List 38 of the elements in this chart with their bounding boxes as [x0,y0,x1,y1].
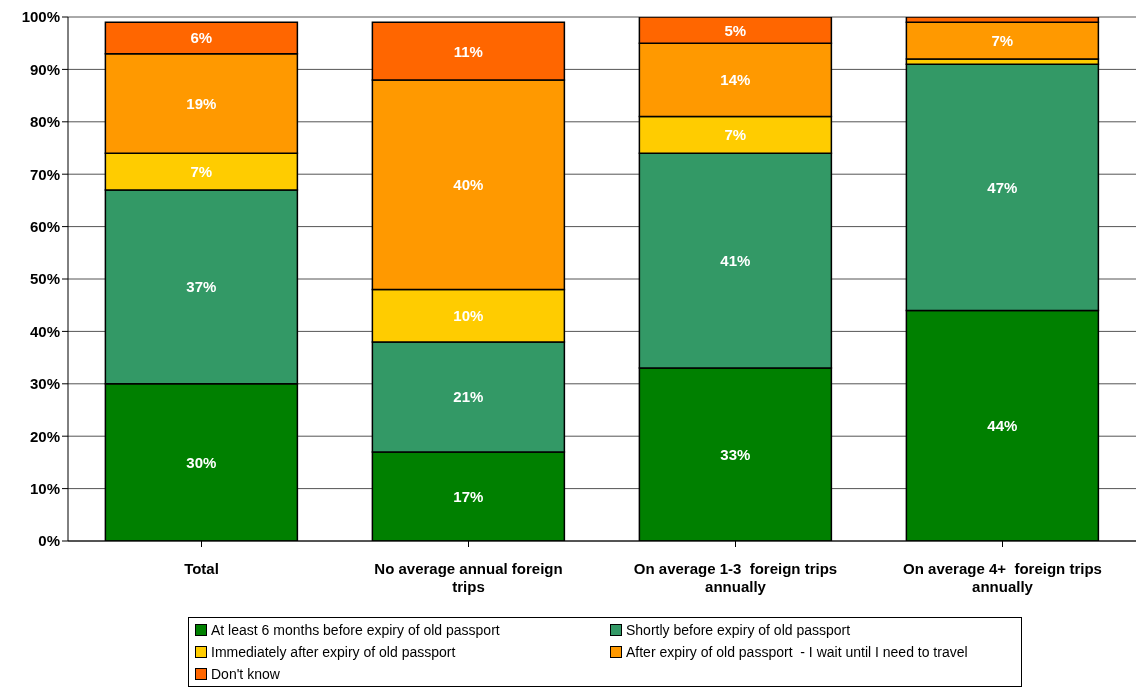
x-tick-label: Total [184,560,219,578]
data-label: 7% [724,126,747,144]
data-label: 11% [453,42,483,60]
legend-label: Shortly before expiry of old passport [626,621,851,640]
data-label: 14% [720,71,751,89]
data-label: 33% [720,446,751,464]
y-tick-label: 10% [29,479,60,497]
data-label: 6% [190,29,213,47]
data-label: 17% [453,487,484,505]
y-tick-label: 100% [21,8,60,26]
x-tick-label: On average 1-3 foreign trips annually [633,560,838,596]
legend-label: After expiry of old passport - I wait until I need to travel [626,643,968,662]
y-tick-label: 40% [29,322,60,340]
data-label: 37% [186,278,217,296]
data-label: 41% [720,252,751,270]
data-label: 7% [991,32,1014,50]
data-label: 44% [987,417,1018,435]
data-label: 7% [190,163,213,181]
data-label: 10% [453,307,484,325]
data-label: 19% [186,94,217,112]
y-tick-label: 0% [38,532,60,550]
y-tick-label: 50% [29,270,60,288]
data-label: 47% [987,178,1018,196]
legend-label: Immediately after expiry of old passport [211,643,456,662]
legend-label: Don't know [211,665,280,684]
data-label: 21% [453,388,484,406]
data-label: 5% [724,21,747,39]
data-label: 30% [186,453,217,471]
data-label: 40% [453,176,484,194]
legend-label: At least 6 months before expiry of old passport [211,621,500,640]
x-tick-label: No average annual foreign trips [374,560,563,596]
y-tick-label: 20% [29,427,60,445]
y-tick-label: 30% [29,375,60,393]
x-tick-label: On average 4+ foreign trips annually [903,560,1102,596]
y-tick-label: 80% [29,113,60,131]
y-tick-label: 70% [29,165,60,183]
y-tick-label: 60% [29,217,60,235]
y-tick-label: 90% [29,60,60,78]
